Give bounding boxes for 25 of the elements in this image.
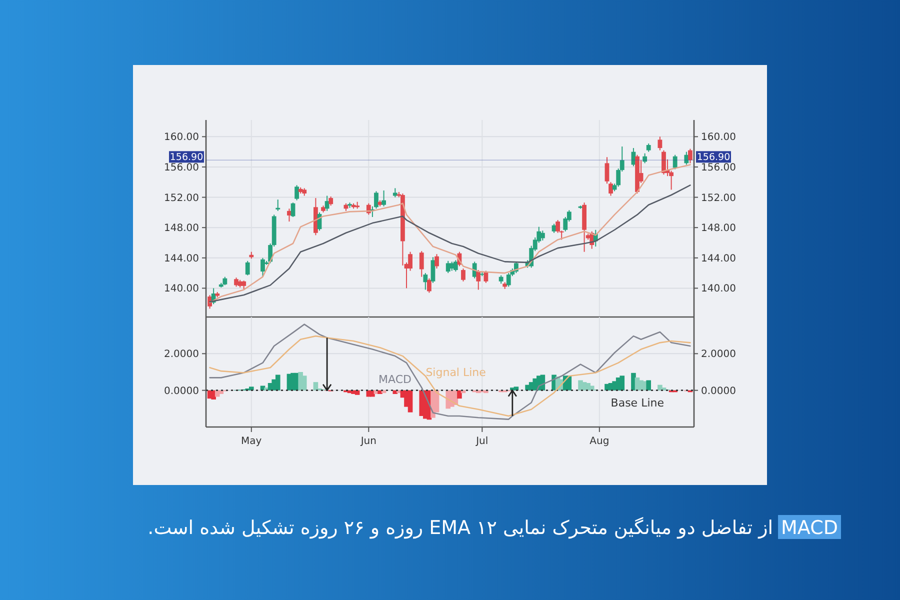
- y-tick-label: 2.0000: [164, 349, 199, 360]
- y2-tick-label: 2.0000: [701, 349, 736, 360]
- y-tick-label: 152.00: [164, 192, 199, 204]
- y2-tick-label: 152.00: [701, 192, 736, 204]
- x-tick-label: May: [241, 436, 262, 447]
- ref-line-label: Base Line: [610, 396, 664, 410]
- y2-tick-label: 148.00: [701, 223, 736, 234]
- y-tick-label: 144.00: [164, 253, 199, 264]
- price-tag: 156.90: [169, 151, 204, 163]
- series-label: Signal Line: [426, 366, 486, 380]
- y2-tick-label: 160.00: [701, 132, 736, 144]
- y2-tick-label: 140.00: [701, 284, 736, 295]
- y-tick-label: 148.00: [164, 223, 199, 234]
- series-label: MACD: [378, 372, 412, 386]
- y-tick-label: 156.00: [164, 162, 199, 174]
- x-tick-label: Aug: [590, 436, 610, 447]
- x-tick-label: Jun: [360, 436, 376, 447]
- x-tick-label: Jul: [475, 436, 488, 447]
- price-tag: 156.90: [696, 151, 731, 163]
- y-tick-label: 140.00: [164, 284, 199, 295]
- y-tick-label: 160.00: [164, 132, 199, 144]
- y-tick-label: 0.0000: [164, 386, 199, 397]
- y2-tick-label: 0.0000: [701, 386, 736, 397]
- y2-tick-label: 144.00: [701, 253, 736, 264]
- y2-tick-label: 156.00: [701, 162, 736, 174]
